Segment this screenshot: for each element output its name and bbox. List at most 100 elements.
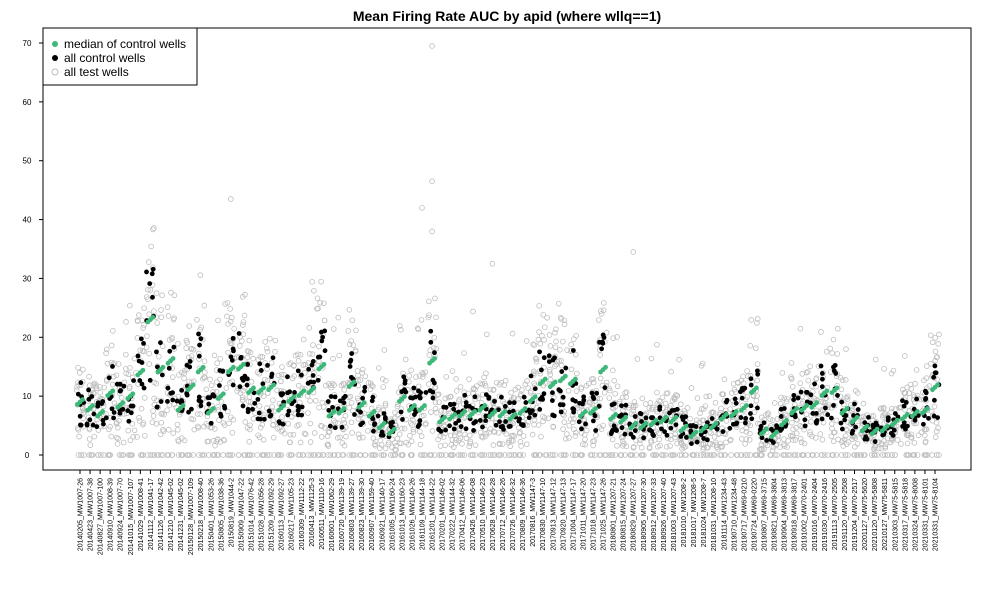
- test-well-point: [904, 432, 911, 439]
- test-well-point: [904, 430, 911, 436]
- test-well-point: [297, 452, 303, 458]
- control-well-point: [285, 374, 290, 380]
- test-well-point: [115, 435, 121, 442]
- test-well-point: [178, 452, 185, 458]
- test-well-point: [277, 452, 283, 458]
- legend-control-marker: [52, 55, 58, 61]
- test-well-point: [781, 395, 787, 401]
- test-well-point: [928, 408, 935, 415]
- control-well-point: [600, 332, 606, 338]
- control-well-point: [863, 434, 869, 440]
- test-well-point: [881, 366, 887, 372]
- control-well-point: [537, 349, 542, 355]
- test-well-point: [600, 300, 607, 306]
- test-well-point: [568, 416, 574, 423]
- x-tick-label: 20210127_MW75-5811: [882, 478, 889, 551]
- test-well-point: [250, 355, 256, 362]
- control-well-point: [217, 383, 222, 388]
- test-well-point: [391, 452, 398, 458]
- test-well-point: [186, 452, 193, 458]
- control-well-point: [149, 271, 155, 277]
- test-well-point: [882, 410, 889, 417]
- control-well-point: [678, 434, 684, 439]
- test-well-point: [723, 418, 730, 424]
- control-well-point: [381, 411, 387, 416]
- test-well-point: [927, 332, 934, 339]
- test-well-point: [367, 380, 374, 387]
- test-well-point: [240, 319, 247, 325]
- test-well-point: [141, 322, 147, 328]
- x-tick-label: 20181024_MW1208-7: [701, 478, 708, 547]
- test-well-point: [582, 436, 588, 443]
- control-well-point: [360, 420, 365, 426]
- test-well-point: [386, 439, 392, 446]
- control-well-point: [319, 338, 325, 344]
- control-well-point: [277, 420, 283, 426]
- control-well-point: [118, 388, 124, 393]
- test-well-point: [432, 295, 438, 302]
- control-well-point: [109, 406, 115, 412]
- median-point: [733, 409, 739, 414]
- test-well-point: [789, 383, 796, 390]
- test-well-point: [910, 452, 917, 458]
- test-well-point: [380, 452, 387, 458]
- test-well-point: [203, 421, 210, 427]
- control-well-point: [244, 376, 250, 382]
- test-well-point: [305, 360, 312, 366]
- control-well-point: [244, 382, 250, 388]
- test-well-point: [871, 446, 877, 453]
- control-well-point: [850, 428, 856, 434]
- test-well-point: [406, 372, 412, 379]
- test-well-point: [523, 338, 530, 344]
- test-well-point: [195, 423, 201, 430]
- test-well-point: [349, 317, 356, 324]
- test-well-point: [470, 308, 476, 315]
- control-well-point: [428, 328, 434, 334]
- test-well-point: [718, 443, 724, 450]
- test-well-point: [170, 316, 177, 323]
- test-well-point: [928, 361, 934, 367]
- median-point: [291, 394, 297, 400]
- test-well-point: [570, 452, 576, 458]
- test-well-point: [678, 452, 685, 458]
- median-point: [100, 409, 106, 414]
- test-well-point: [657, 442, 663, 449]
- test-well-point: [317, 299, 324, 306]
- test-well-point: [378, 452, 385, 458]
- control-well-point: [550, 412, 556, 418]
- control-well-point: [86, 396, 92, 402]
- control-well-point: [165, 385, 171, 391]
- test-well-point: [319, 399, 326, 406]
- control-well-point: [583, 421, 588, 427]
- test-well-point: [348, 419, 355, 426]
- test-well-point: [433, 409, 440, 416]
- median-point: [492, 409, 498, 414]
- x-tick-label: 20140205_MW1007-26: [78, 478, 85, 551]
- test-well-point: [832, 429, 838, 436]
- control-well-point: [901, 420, 907, 426]
- control-well-point: [285, 412, 291, 418]
- control-well-point: [443, 404, 449, 410]
- test-well-point: [263, 345, 270, 352]
- test-well-point: [633, 452, 639, 458]
- test-well-point: [278, 452, 285, 458]
- test-well-point: [936, 452, 942, 458]
- test-well-point: [239, 394, 246, 401]
- control-well-point: [689, 441, 694, 446]
- test-well-point: [134, 317, 141, 324]
- test-well-point: [932, 335, 939, 341]
- control-well-point: [502, 403, 508, 409]
- test-well-point: [432, 399, 439, 406]
- test-well-point: [589, 452, 595, 458]
- test-well-point: [171, 292, 178, 299]
- test-well-point: [346, 306, 353, 313]
- test-well-point: [912, 380, 918, 387]
- test-well-point: [656, 436, 663, 443]
- control-well-point: [184, 362, 190, 368]
- test-well-point: [687, 415, 693, 422]
- median-point: [552, 379, 558, 385]
- control-well-point: [188, 406, 194, 412]
- test-well-point: [709, 452, 715, 458]
- test-well-point: [438, 407, 445, 414]
- test-well-point: [380, 384, 386, 390]
